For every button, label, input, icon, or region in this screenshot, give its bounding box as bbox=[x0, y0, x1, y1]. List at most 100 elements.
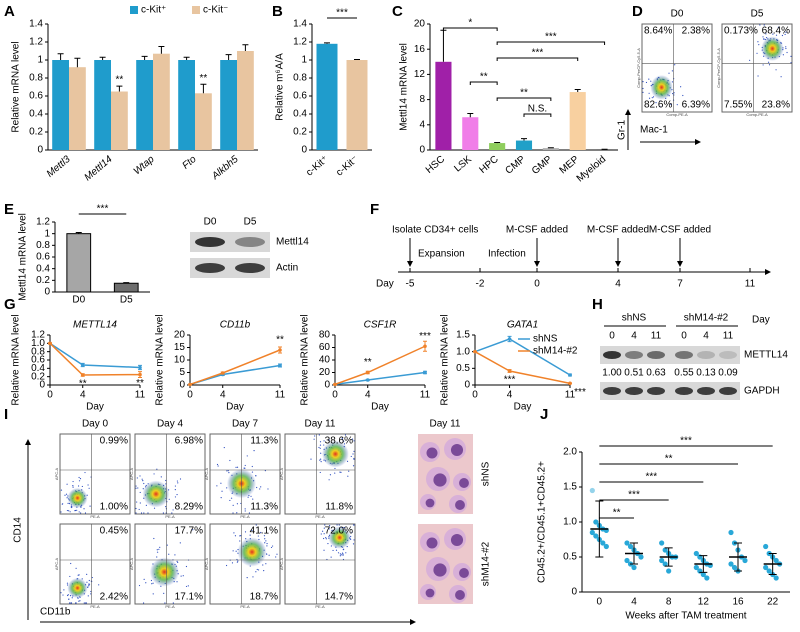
lane-label: 0 bbox=[681, 331, 687, 342]
chart-title: GATA1 bbox=[507, 320, 538, 331]
y-tick-label: 0 bbox=[571, 587, 577, 598]
event-dot bbox=[69, 511, 71, 513]
y-tick-label: 20 bbox=[174, 330, 186, 341]
quadrant-percent: 68.4% bbox=[762, 26, 790, 37]
y-tick-label: 1.2 bbox=[29, 37, 43, 48]
event-dot bbox=[79, 477, 82, 480]
significance-label: *** bbox=[336, 8, 348, 19]
point bbox=[138, 365, 142, 370]
event-dot bbox=[75, 567, 77, 569]
y-tick-label: 1.0 bbox=[563, 517, 577, 528]
line bbox=[334, 371, 426, 386]
event-dot bbox=[71, 506, 73, 508]
bar bbox=[316, 43, 338, 150]
event-dot bbox=[314, 435, 316, 437]
event-dot bbox=[229, 459, 231, 462]
event-dot bbox=[757, 75, 759, 77]
band bbox=[603, 351, 621, 359]
event-dot bbox=[320, 533, 322, 535]
y-axis-label: Relative mRNA level bbox=[11, 41, 22, 132]
quadrant-percent: 72.0% bbox=[325, 526, 353, 537]
y-tick-label: 0 bbox=[301, 145, 307, 156]
event-dot bbox=[165, 483, 167, 485]
significance-label: *** bbox=[545, 32, 557, 43]
timeline-tick-label: 4 bbox=[615, 279, 621, 290]
event-dot bbox=[147, 512, 149, 514]
event-dot bbox=[70, 602, 72, 604]
quadrant-percent: 38.6% bbox=[325, 436, 353, 447]
y-axis-label: CD45.2+/CD45.1+CD45.2+ bbox=[537, 461, 548, 583]
x-tick-label: 0 bbox=[187, 390, 193, 401]
event-dot bbox=[323, 533, 325, 535]
event-dot bbox=[659, 105, 661, 108]
band bbox=[675, 351, 693, 359]
y-tick-label: 1 bbox=[301, 55, 307, 66]
x-tick-label: 0 bbox=[47, 390, 53, 401]
nucleus bbox=[433, 563, 447, 577]
event-dot bbox=[319, 459, 321, 461]
y-tick-label: 1.5 bbox=[456, 330, 470, 341]
event-dot bbox=[66, 509, 69, 512]
event-dot bbox=[142, 602, 145, 604]
band bbox=[625, 387, 643, 395]
event-dot bbox=[264, 470, 266, 472]
point bbox=[662, 561, 668, 567]
significance-label: ** bbox=[520, 88, 528, 99]
event-dot bbox=[216, 485, 218, 487]
nucleus bbox=[455, 500, 465, 510]
event-dot bbox=[220, 497, 222, 499]
significance-bracket bbox=[496, 57, 579, 61]
bar bbox=[542, 148, 559, 150]
significance-label: ** bbox=[79, 379, 87, 390]
event-dot bbox=[162, 512, 164, 514]
sd-bar bbox=[595, 500, 604, 558]
point bbox=[568, 381, 572, 386]
event-dot bbox=[352, 543, 355, 545]
y-tick-label: 60 bbox=[319, 342, 331, 353]
event-dot bbox=[353, 450, 355, 452]
event-dot bbox=[785, 47, 787, 50]
event-dot bbox=[352, 453, 354, 455]
event-dot bbox=[319, 447, 321, 449]
channel-label: PE-A bbox=[90, 604, 100, 609]
lane-label: 4 bbox=[703, 331, 709, 342]
quadrant-percent: 1.00% bbox=[100, 502, 128, 513]
band-label: METTL14 bbox=[744, 350, 788, 361]
band bbox=[719, 351, 737, 359]
panel-label: J bbox=[540, 406, 548, 423]
event-dot bbox=[232, 512, 234, 514]
error-bar bbox=[440, 29, 447, 62]
bar bbox=[52, 60, 69, 150]
event-dot bbox=[682, 94, 684, 97]
event-dot bbox=[176, 581, 178, 583]
bar bbox=[346, 60, 368, 150]
event-dot bbox=[139, 502, 141, 504]
event-dot bbox=[67, 502, 69, 505]
event-dot bbox=[60, 489, 63, 491]
error-bar bbox=[123, 282, 130, 284]
nucleus bbox=[426, 447, 438, 459]
event-dot bbox=[323, 527, 325, 529]
band bbox=[235, 237, 265, 247]
band bbox=[697, 387, 715, 395]
event-dot bbox=[230, 497, 233, 499]
event-dot bbox=[90, 590, 92, 593]
event-dot bbox=[81, 485, 83, 488]
quadrant-percent: 2.42% bbox=[100, 592, 128, 603]
event-dot bbox=[775, 69, 777, 71]
event-dot bbox=[77, 485, 80, 487]
event-dot bbox=[781, 34, 784, 37]
band-label: Actin bbox=[276, 263, 298, 274]
flow-axis-label: CD14 bbox=[13, 517, 24, 543]
event-dot bbox=[249, 534, 251, 536]
event-dot bbox=[343, 440, 345, 442]
panel-label: D bbox=[632, 3, 643, 20]
event-dot bbox=[235, 550, 237, 552]
point bbox=[693, 550, 699, 557]
point bbox=[593, 533, 599, 539]
event-dot bbox=[79, 600, 81, 602]
y-tick-label: 40 bbox=[319, 355, 331, 366]
point bbox=[763, 564, 769, 571]
event-dot bbox=[328, 439, 330, 441]
channel-label: Comp-PerCP-Cy5-5-A bbox=[636, 48, 641, 88]
